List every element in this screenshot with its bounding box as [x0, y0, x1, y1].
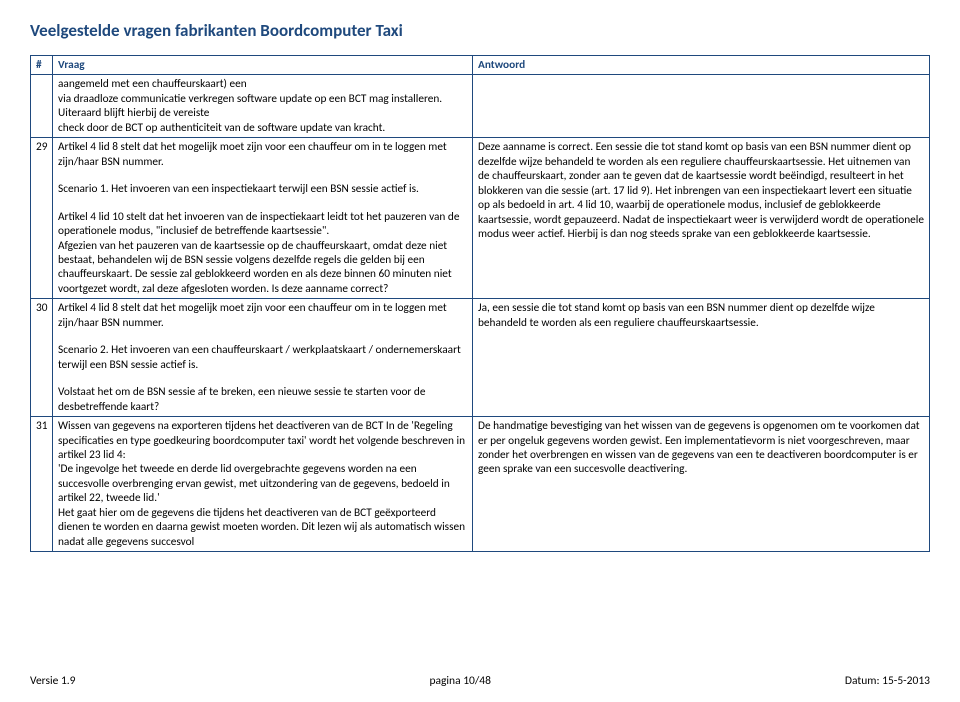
text-line: De handmatige bevestiging van het wissen…	[478, 419, 924, 477]
cell-num: 29	[31, 138, 53, 299]
cell-num: 30	[31, 299, 53, 417]
text-line: Het gaat hier om de gegevens die tijdens…	[58, 506, 467, 549]
footer-date: Datum: 15-5-2013	[845, 674, 930, 688]
cell-vraag: aangemeld met een chauffeurskaart) eenvi…	[53, 75, 473, 138]
table-row: aangemeld met een chauffeurskaart) eenvi…	[31, 75, 930, 138]
text-line: check door de BCT op authenticiteit van …	[58, 121, 467, 135]
table-header-row: # Vraag Antwoord	[31, 56, 930, 75]
cell-vraag: Artikel 4 lid 8 stelt dat het mogelijk m…	[53, 138, 473, 299]
text-line: aangemeld met een chauffeurskaart) een	[58, 77, 467, 91]
cell-vraag: Wissen van gegevens na exporteren tijden…	[53, 417, 473, 552]
cell-antwoord: Deze aanname is correct. Een sessie die …	[473, 138, 930, 299]
cell-antwoord: De handmatige bevestiging van het wissen…	[473, 417, 930, 552]
faq-table: # Vraag Antwoord aangemeld met een chauf…	[30, 55, 930, 552]
text-line: Volstaat het om de BSN sessie af te brek…	[58, 385, 467, 414]
cell-num	[31, 75, 53, 138]
header-num: #	[31, 56, 53, 75]
header-vraag: Vraag	[53, 56, 473, 75]
cell-antwoord: Ja, een sessie die tot stand komt op bas…	[473, 299, 930, 417]
table-row: 31Wissen van gegevens na exporteren tijd…	[31, 417, 930, 552]
table-body: aangemeld met een chauffeurskaart) eenvi…	[31, 75, 930, 552]
text-line: Ja, een sessie die tot stand komt op bas…	[478, 301, 924, 330]
text-line: Afgezien van het pauzeren van de kaartse…	[58, 239, 467, 297]
text-line: Wissen van gegevens na exporteren tijden…	[58, 419, 467, 462]
header-antwoord: Antwoord	[473, 56, 930, 75]
text-line: Scenario 1. Het invoeren van een inspect…	[58, 182, 467, 196]
text-line: Deze aanname is correct. Een sessie die …	[478, 140, 924, 241]
text-line: Artikel 4 lid 10 stelt dat het invoeren …	[58, 210, 467, 239]
footer-page: pagina 10/48	[429, 674, 491, 688]
table-row: 29Artikel 4 lid 8 stelt dat het mogelijk…	[31, 138, 930, 299]
text-line: 'De ingevolge het tweede en derde lid ov…	[58, 462, 467, 505]
text-line: Artikel 4 lid 8 stelt dat het mogelijk m…	[58, 140, 467, 169]
footer-version: Versie 1.9	[30, 674, 76, 688]
cell-vraag: Artikel 4 lid 8 stelt dat het mogelijk m…	[53, 299, 473, 417]
table-row: 30Artikel 4 lid 8 stelt dat het mogelijk…	[31, 299, 930, 417]
page-title: Veelgestelde vragen fabrikanten Boordcom…	[30, 20, 930, 41]
text-line: Artikel 4 lid 8 stelt dat het mogelijk m…	[58, 301, 467, 330]
cell-antwoord	[473, 75, 930, 138]
text-line: Scenario 2. Het invoeren van een chauffe…	[58, 343, 467, 372]
text-line: via draadloze communicatie verkregen sof…	[58, 92, 467, 121]
cell-num: 31	[31, 417, 53, 552]
page-footer: Versie 1.9 pagina 10/48 Datum: 15-5-2013	[30, 674, 930, 688]
